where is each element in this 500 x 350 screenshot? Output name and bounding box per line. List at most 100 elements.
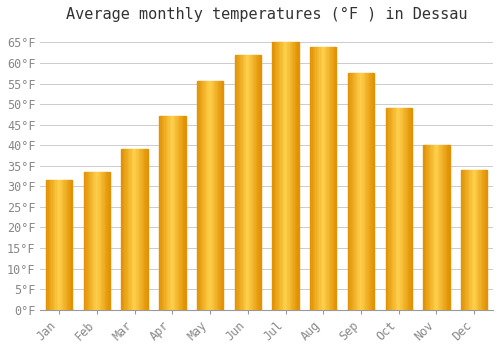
Bar	[474, 170, 476, 310]
Bar	[335, 47, 336, 310]
Bar	[52, 180, 54, 310]
Bar	[436, 145, 438, 310]
Bar	[130, 149, 132, 310]
Bar	[332, 47, 334, 310]
Bar	[58, 180, 59, 310]
Bar	[298, 42, 299, 310]
Bar	[294, 42, 295, 310]
Bar	[159, 117, 160, 310]
Bar	[64, 180, 66, 310]
Bar	[435, 145, 436, 310]
Bar	[349, 73, 350, 310]
Bar	[461, 170, 462, 310]
Bar	[214, 82, 216, 310]
Bar	[470, 170, 472, 310]
Bar	[197, 82, 198, 310]
Bar	[331, 47, 332, 310]
Bar	[283, 42, 284, 310]
Bar	[485, 170, 486, 310]
Bar	[172, 117, 174, 310]
Bar	[372, 73, 373, 310]
Bar	[198, 82, 200, 310]
Bar	[242, 55, 244, 310]
Bar	[98, 172, 100, 310]
Bar	[62, 180, 63, 310]
Bar	[236, 55, 238, 310]
Bar	[71, 180, 72, 310]
Bar	[370, 73, 372, 310]
Bar	[276, 42, 278, 310]
Bar	[275, 42, 276, 310]
Bar	[260, 55, 261, 310]
Bar	[136, 149, 138, 310]
Bar	[96, 172, 97, 310]
Bar	[178, 117, 179, 310]
Bar	[358, 73, 360, 310]
Bar	[398, 108, 400, 310]
Bar	[90, 172, 92, 310]
Bar	[480, 170, 481, 310]
Bar	[286, 42, 287, 310]
Bar	[54, 180, 55, 310]
Bar	[352, 73, 353, 310]
Bar	[478, 170, 480, 310]
Bar	[245, 55, 246, 310]
Bar	[164, 117, 166, 310]
Bar	[324, 47, 326, 310]
Bar	[395, 108, 396, 310]
Bar	[206, 82, 208, 310]
Bar	[238, 55, 240, 310]
Bar	[295, 42, 296, 310]
Bar	[326, 47, 327, 310]
Bar	[167, 117, 168, 310]
Bar	[369, 73, 370, 310]
Bar	[390, 108, 391, 310]
Bar	[320, 47, 322, 310]
Bar	[432, 145, 434, 310]
Bar	[431, 145, 432, 310]
Bar	[427, 145, 428, 310]
Bar	[212, 82, 214, 310]
Bar	[282, 42, 283, 310]
Bar	[366, 73, 368, 310]
Bar	[290, 42, 291, 310]
Bar	[272, 42, 274, 310]
Bar	[141, 149, 142, 310]
Bar	[240, 55, 241, 310]
Bar	[160, 117, 162, 310]
Bar	[360, 73, 361, 310]
Bar	[85, 172, 86, 310]
Bar	[314, 47, 316, 310]
Bar	[402, 108, 404, 310]
Bar	[448, 145, 450, 310]
Bar	[100, 172, 101, 310]
Bar	[482, 170, 484, 310]
Bar	[400, 108, 402, 310]
Bar	[439, 145, 440, 310]
Bar	[440, 145, 442, 310]
Bar	[330, 47, 331, 310]
Bar	[109, 172, 110, 310]
Bar	[274, 42, 275, 310]
Bar	[162, 117, 163, 310]
Bar	[222, 82, 224, 310]
Bar	[66, 180, 67, 310]
Bar	[50, 180, 51, 310]
Bar	[327, 47, 328, 310]
Bar	[94, 172, 96, 310]
Bar	[132, 149, 134, 310]
Bar	[174, 117, 175, 310]
Bar	[176, 117, 178, 310]
Bar	[202, 82, 203, 310]
Bar	[86, 172, 88, 310]
Bar	[204, 82, 205, 310]
Bar	[97, 172, 98, 310]
Bar	[59, 180, 60, 310]
Bar	[434, 145, 435, 310]
Bar	[373, 73, 374, 310]
Bar	[138, 149, 140, 310]
Bar	[216, 82, 218, 310]
Bar	[63, 180, 64, 310]
Bar	[396, 108, 398, 310]
Bar	[166, 117, 167, 310]
